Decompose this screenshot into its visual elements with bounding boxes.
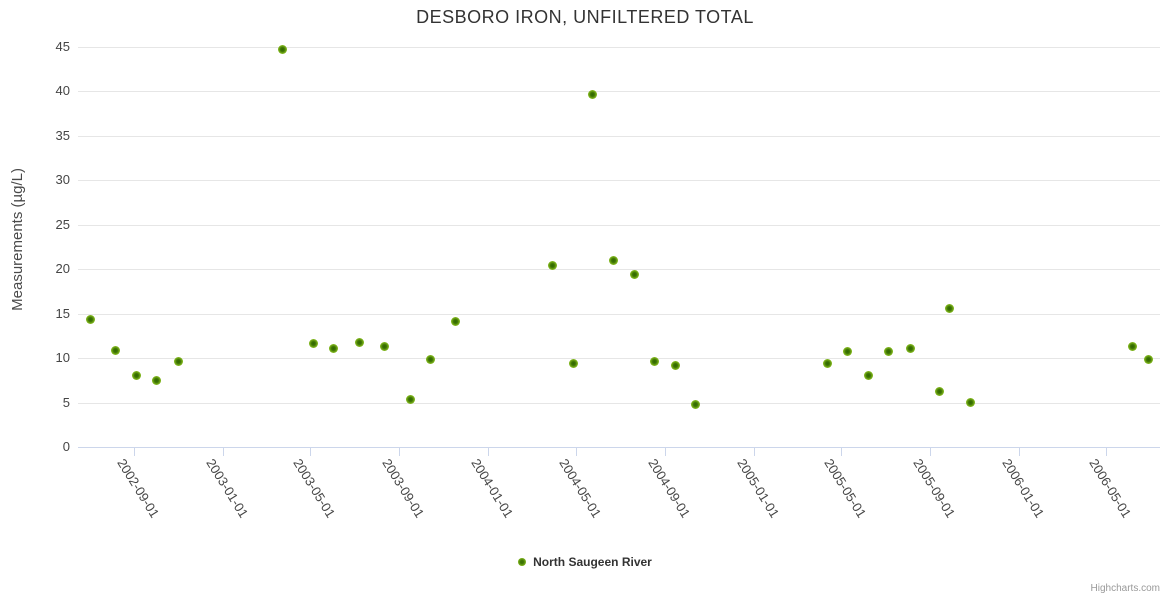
data-point[interactable] [151,375,161,385]
data-point[interactable] [451,317,461,327]
x-axis-tick [754,448,755,456]
x-axis-tick [1019,448,1020,456]
x-axis-tick-label: 2003‑05‑01 [290,456,339,521]
x-axis-tick-label: 2006‑01‑01 [999,456,1048,521]
data-point[interactable] [425,355,435,365]
y-axis-tick-label: 15 [55,306,70,321]
legend-item-label: North Saugeen River [533,555,652,569]
data-point[interactable] [823,358,833,368]
x-axis-tick [399,448,400,456]
y-axis-tick-label: 30 [55,172,70,187]
x-axis-tick [841,448,842,456]
data-point[interactable] [85,315,95,325]
data-point[interactable] [587,89,597,99]
y-axis-tick-label: 45 [55,39,70,54]
data-point[interactable] [691,399,701,409]
y-axis-tick-label: 40 [55,83,70,98]
data-point[interactable] [355,337,365,347]
data-point[interactable] [649,357,659,367]
y-gridline [78,47,1160,48]
x-axis-tick [310,448,311,456]
data-point[interactable] [132,371,142,381]
y-gridline [78,225,1160,226]
legend: North Saugeen River [0,555,1170,569]
highcharts-credits-link[interactable]: Highcharts.com [1090,583,1160,594]
data-point[interactable] [278,45,288,55]
data-point[interactable] [609,255,619,265]
x-axis-tick-label: 2005‑09‑01 [910,456,959,521]
x-axis-tick [223,448,224,456]
x-axis-tick [576,448,577,456]
data-point[interactable] [173,357,183,367]
x-axis-tick-label: 2004‑09‑01 [645,456,694,521]
y-gridline [78,180,1160,181]
data-point[interactable] [569,358,579,368]
y-gridline [78,269,1160,270]
data-point[interactable] [1127,342,1137,352]
x-axis-tick-label: 2006‑05‑01 [1086,456,1135,521]
data-point[interactable] [843,346,853,356]
x-axis-tick-label: 2004‑05‑01 [556,456,605,521]
x-axis-tick [665,448,666,456]
y-gridline [78,403,1160,404]
data-point[interactable] [905,343,915,353]
x-axis-tick [1106,448,1107,456]
y-gridline [78,314,1160,315]
y-gridline [78,91,1160,92]
data-point[interactable] [670,360,680,370]
data-point[interactable] [630,270,640,280]
chart-title: DESBORO IRON, UNFILTERED TOTAL [416,7,754,27]
y-axis-tick-label: 5 [62,395,70,410]
x-axis-tick [488,448,489,456]
series-marker-icon [518,558,527,566]
data-point[interactable] [405,395,415,405]
data-point[interactable] [328,343,338,353]
data-point[interactable] [944,303,954,313]
x-axis-line [78,447,1160,448]
data-point[interactable] [884,346,894,356]
y-gridline [78,136,1160,137]
x-axis-tick-label: 2003‑01‑01 [203,456,252,521]
y-axis-tick-label: 0 [62,439,70,454]
data-point[interactable] [111,345,121,355]
y-axis-tick-label: 10 [55,350,70,365]
data-point[interactable] [864,371,874,381]
x-axis-tick [134,448,135,456]
x-axis-tick-label: 2005‑01‑01 [734,456,783,521]
x-axis-tick-label: 2002‑09‑01 [114,456,163,521]
data-point[interactable] [548,261,557,271]
data-point[interactable] [1143,355,1153,365]
y-axis-tick-label: 25 [55,217,70,232]
y-axis-tick-label: 20 [55,261,70,276]
legend-item-north-saugeen-river[interactable]: North Saugeen River [518,555,652,569]
x-axis-tick-label: 2004‑01‑01 [468,456,517,521]
y-gridline [78,358,1160,359]
data-point[interactable] [308,339,318,349]
y-axis-tick-label: 35 [55,128,70,143]
x-axis-tick-label: 2003‑09‑01 [379,456,428,521]
data-point[interactable] [380,342,390,352]
data-point[interactable] [934,387,944,397]
x-axis-tick [930,448,931,456]
data-point[interactable] [965,398,975,408]
x-axis-tick-label: 2005‑05‑01 [821,456,870,521]
y-axis-title: Measurements (µg/L) [9,168,26,311]
